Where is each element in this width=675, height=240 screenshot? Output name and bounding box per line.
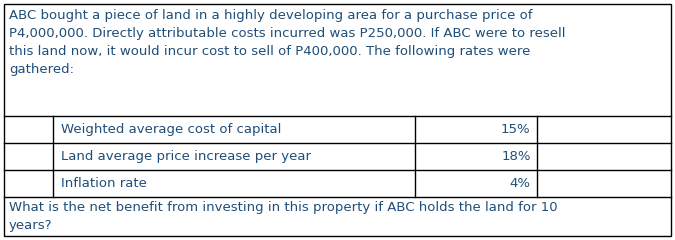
Text: 18%: 18% bbox=[501, 150, 531, 163]
Text: 4%: 4% bbox=[510, 177, 531, 190]
Text: Land average price increase per year: Land average price increase per year bbox=[61, 150, 311, 163]
Text: What is the net benefit from investing in this property if ABC holds the land fo: What is the net benefit from investing i… bbox=[9, 201, 558, 232]
Text: 15%: 15% bbox=[501, 123, 531, 136]
Text: Inflation rate: Inflation rate bbox=[61, 177, 147, 190]
Text: ABC bought a piece of land in a highly developing area for a purchase price of
P: ABC bought a piece of land in a highly d… bbox=[9, 9, 566, 76]
Text: Weighted average cost of capital: Weighted average cost of capital bbox=[61, 123, 281, 136]
